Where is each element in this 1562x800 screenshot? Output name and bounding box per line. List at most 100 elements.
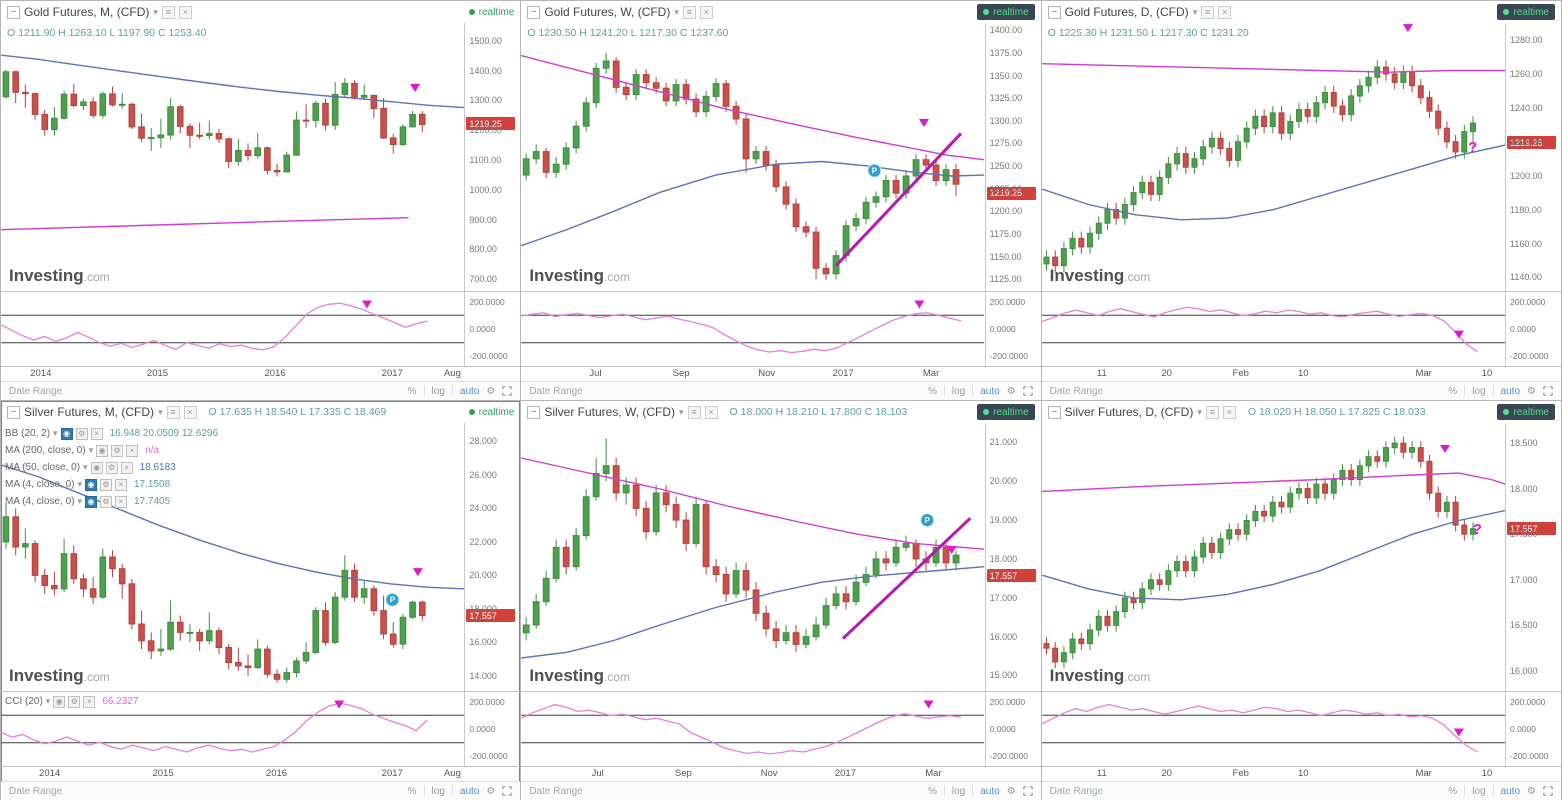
time-axis[interactable]: Jul Sep Nov 2017 Mar (521, 367, 984, 381)
gear-icon[interactable]: ⚙ (111, 444, 124, 457)
main-chart-area[interactable]: ? Investing.com 17.557 18.500 18.000 17.50… (1041, 423, 1561, 691)
chevron-down-icon[interactable]: ▾ (88, 445, 94, 455)
price-axis[interactable]: 1219.25 1280.00 1260.00 1240.00 1220.00 1200… (1504, 23, 1561, 291)
panel-title[interactable]: Silver Futures, D, (CFD) (1064, 405, 1194, 419)
fullscreen-icon[interactable] (1022, 386, 1033, 396)
cci-indicator-area[interactable]: 200.0000 0.0000 -200.0000 (521, 291, 1041, 367)
candlestick-chart[interactable]: P (521, 23, 985, 291)
candlestick-chart[interactable]: P (521, 423, 985, 691)
visibility-icon[interactable]: ◉ (90, 461, 103, 474)
percent-scale-button[interactable]: % (407, 385, 417, 397)
date-range-button[interactable]: Date Range (9, 385, 63, 397)
fullscreen-icon[interactable] (502, 786, 513, 796)
chevron-down-icon[interactable]: ▾ (45, 696, 51, 706)
close-icon[interactable]: × (1222, 405, 1236, 419)
main-chart-area[interactable]: O 1230.50 H 1241.20 L 1217.30 C 1237.60 … (521, 23, 1040, 291)
candlestick-chart[interactable] (1, 23, 465, 291)
time-axis[interactable]: 2014 2015 2016 2017 Aug (1, 767, 464, 781)
visibility-icon[interactable]: ◉ (85, 495, 97, 508)
close-icon[interactable]: × (1218, 5, 1232, 19)
percent-scale-button[interactable]: % (1448, 385, 1458, 397)
indicator-list-icon[interactable]: ≡ (687, 405, 701, 419)
price-axis[interactable]: 1219.25 1400.00 1375.00 1350.00 1325.00 1300… (984, 23, 1041, 291)
chevron-down-icon[interactable]: ▾ (1197, 406, 1202, 417)
cci-indicator-area[interactable]: 200.0000 0.0000 -200.0000 (521, 691, 1041, 767)
chevron-down-icon[interactable]: ▾ (158, 406, 163, 417)
percent-scale-button[interactable]: % (927, 785, 937, 797)
panel-title[interactable]: Gold Futures, D, (CFD) (1064, 5, 1189, 19)
price-axis[interactable]: 17.557 21.000 20.000 19.000 18.000 17.000 16.… (984, 423, 1041, 691)
price-axis[interactable]: 1219.25 1500.00 1400.00 1300.00 1200.00 1100… (464, 23, 520, 291)
chevron-down-icon[interactable]: ▾ (679, 406, 684, 417)
close-icon[interactable]: × (115, 495, 127, 508)
indicator-list-icon[interactable]: ≡ (1205, 405, 1219, 419)
cci-axis[interactable]: 200.0000 0.0000 -200.0000 (464, 692, 520, 766)
fullscreen-icon[interactable] (1543, 786, 1553, 796)
gear-icon[interactable]: ⚙ (1006, 785, 1016, 797)
cci-chart[interactable] (1041, 692, 1505, 766)
main-chart-area[interactable]: P Investing.com 17.557 21.000 20.000 19.00… (521, 423, 1040, 691)
cci-axis[interactable]: 200.0000 0.0000 -200.0000 (464, 292, 520, 366)
cci-chart[interactable] (521, 692, 985, 766)
time-axis[interactable]: Jul Sep Nov 2017 Mar (521, 767, 984, 781)
auto-scale-button[interactable]: auto (980, 785, 1000, 797)
panel-title[interactable]: Gold Futures, W, (CFD) (544, 5, 671, 19)
cci-indicator-area[interactable]: 200.0000 0.0000 -200.0000 (1, 291, 521, 367)
main-chart-area[interactable]: O 1225.30 H 1231.50 L 1217.30 C 1231.20 … (1041, 23, 1561, 291)
candlestick-chart[interactable]: ? (1041, 23, 1505, 291)
candlestick-chart[interactable]: ? (1041, 423, 1505, 691)
cci-axis[interactable]: 200.0000 0.0000 -200.0000 (1504, 292, 1561, 366)
chevron-down-icon[interactable]: ▾ (674, 6, 679, 17)
main-chart-area[interactable]: O 1211.90 H 1263.10 L 1197.90 C 1253.40 … (1, 23, 520, 291)
close-icon[interactable]: × (83, 695, 96, 708)
panel-title[interactable]: Gold Futures, M, (CFD) (24, 5, 150, 19)
close-icon[interactable]: × (126, 444, 139, 457)
log-scale-button[interactable]: log (431, 785, 445, 797)
close-icon[interactable]: × (120, 461, 133, 474)
cci-axis[interactable]: 200.0000 0.0000 -200.0000 (1504, 692, 1561, 766)
collapse-icon[interactable]: − (7, 405, 20, 419)
time-axis[interactable]: 11 20 Feb 10 Mar 10 (1042, 767, 1505, 781)
collapse-icon[interactable]: − (527, 405, 541, 419)
cci-chart[interactable] (521, 292, 985, 366)
chevron-down-icon[interactable]: ▾ (153, 6, 158, 17)
close-icon[interactable]: × (115, 478, 127, 491)
panel-title[interactable]: Silver Futures, W, (CFD) (544, 405, 676, 419)
auto-scale-button[interactable]: auto (459, 385, 480, 397)
gear-icon[interactable]: ⚙ (1527, 785, 1536, 797)
panel-title[interactable]: Silver Futures, M, (CFD) (24, 405, 155, 419)
gear-icon[interactable]: ⚙ (105, 461, 118, 474)
price-axis[interactable]: 17.557 18.500 18.000 17.500 17.000 16.500 16.… (1504, 423, 1561, 691)
fullscreen-icon[interactable] (1543, 386, 1553, 396)
cci-indicator-area[interactable]: 200.0000 0.0000 -200.0000 (1041, 691, 1561, 767)
collapse-icon[interactable]: − (7, 5, 20, 19)
time-axis[interactable]: 2014 2015 2016 2017 Aug (1, 367, 464, 381)
date-range-button[interactable]: Date Range (529, 385, 583, 397)
close-icon[interactable]: × (90, 427, 103, 440)
chevron-down-icon[interactable]: ▾ (77, 496, 82, 506)
log-scale-button[interactable]: log (1472, 385, 1486, 397)
collapse-icon[interactable]: − (1047, 5, 1061, 19)
candlestick-chart[interactable]: P (1, 423, 465, 691)
gear-icon[interactable]: ⚙ (100, 495, 112, 508)
gear-icon[interactable]: ⚙ (75, 427, 88, 440)
collapse-icon[interactable]: − (1047, 405, 1061, 419)
close-icon[interactable]: × (178, 5, 192, 19)
indicator-list-icon[interactable]: ≡ (682, 5, 696, 19)
cci-indicator-area[interactable]: 200.0000 0.0000 -200.0000 (1041, 291, 1561, 367)
chevron-down-icon[interactable]: ▾ (83, 462, 88, 472)
gear-icon[interactable]: ⚙ (1006, 385, 1016, 397)
auto-scale-button[interactable]: auto (980, 385, 1000, 397)
auto-scale-button[interactable]: auto (459, 785, 480, 797)
chevron-down-icon[interactable]: ▾ (53, 428, 58, 438)
auto-scale-button[interactable]: auto (1500, 785, 1521, 797)
percent-scale-button[interactable]: % (1448, 785, 1458, 797)
visibility-icon[interactable]: ◉ (60, 427, 73, 440)
indicator-list-icon[interactable]: ≡ (161, 5, 175, 19)
visibility-icon[interactable]: ◉ (53, 695, 66, 708)
time-axis[interactable]: 11 20 Feb 10 Mar 10 (1042, 367, 1505, 381)
price-axis[interactable]: 17.557 28.000 26.000 24.000 22.000 20.000 18.… (464, 423, 520, 691)
percent-scale-button[interactable]: % (407, 785, 417, 797)
cci-chart[interactable] (1041, 292, 1505, 366)
indicator-list-icon[interactable]: ≡ (166, 405, 180, 419)
